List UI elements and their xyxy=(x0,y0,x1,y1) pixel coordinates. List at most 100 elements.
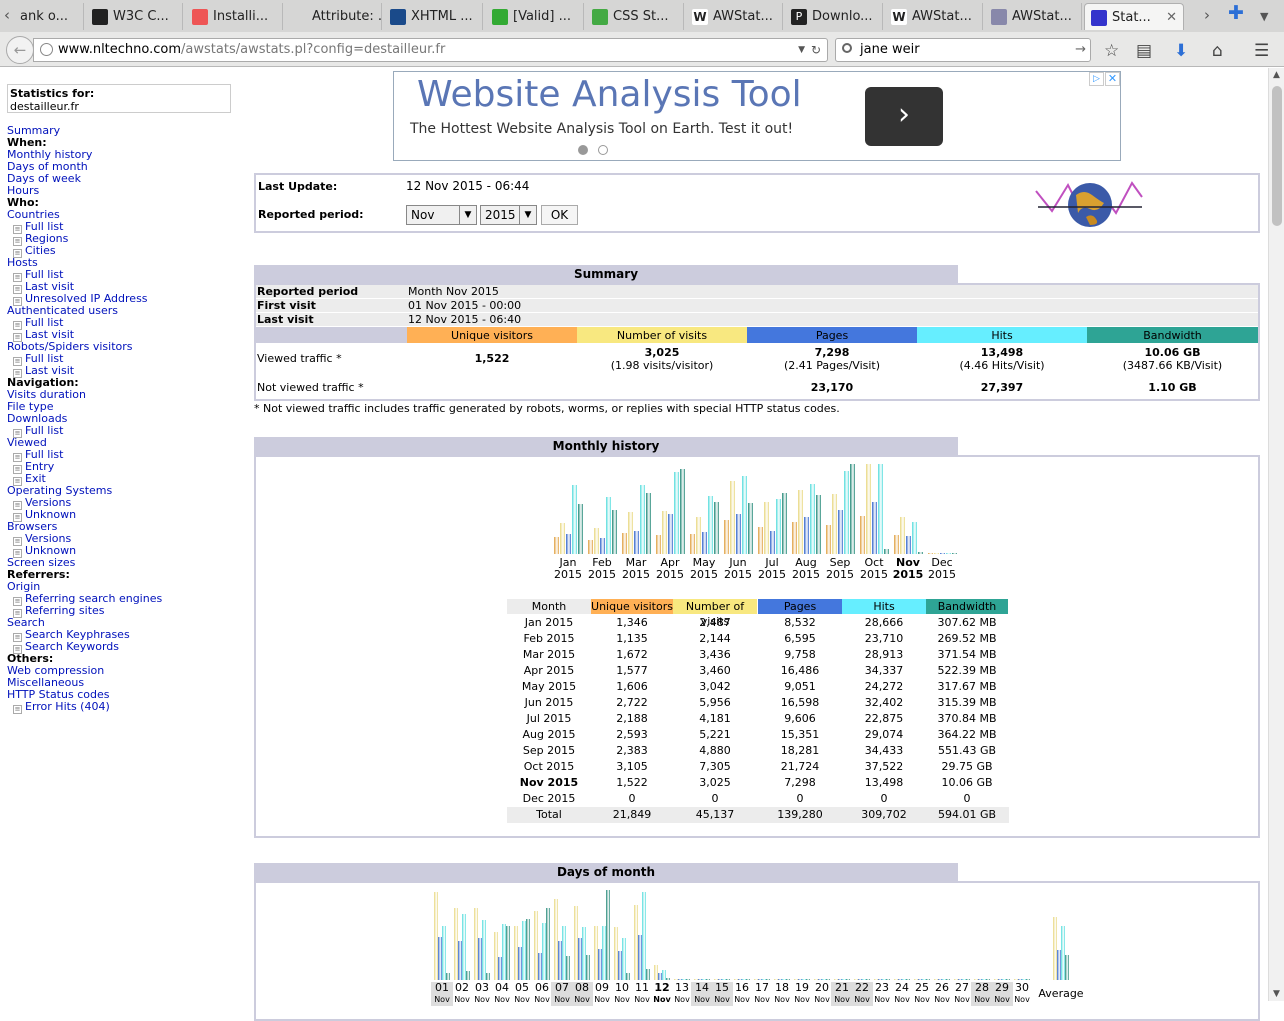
tab-12[interactable]: Stat... ✕ xyxy=(1084,3,1184,30)
scroll-down-icon[interactable]: ▼ xyxy=(1273,989,1280,999)
close-tab-icon[interactable]: ✕ xyxy=(1166,10,1177,25)
menu-link[interactable]: Full list xyxy=(25,352,64,365)
bookmark-star-icon[interactable]: ☆ xyxy=(1104,41,1120,61)
menu-item[interactable]: ≡ Exit xyxy=(7,472,237,486)
menu-link[interactable]: Full list xyxy=(25,220,64,233)
menu-item[interactable]: Downloads xyxy=(7,413,237,425)
menu-item[interactable]: ≡ Last visit xyxy=(7,280,237,294)
ok-button[interactable]: OK xyxy=(541,205,578,225)
menu-item[interactable]: ≡ Regions xyxy=(7,232,237,246)
menu-item[interactable]: Web compression xyxy=(7,665,237,677)
menu-item[interactable]: ≡ Last visit xyxy=(7,328,237,342)
menu-item[interactable]: Days of week xyxy=(7,173,237,185)
new-tab-icon[interactable]: ✚ xyxy=(1228,2,1244,24)
menu-link[interactable]: Cities xyxy=(25,244,56,257)
menu-item[interactable]: File type xyxy=(7,401,237,413)
url-bar[interactable]: www.nltechno.com/awstats/awstats.pl?conf… xyxy=(33,38,828,62)
menu-item[interactable]: Miscellaneous xyxy=(7,677,237,689)
menu-item[interactable]: Days of month xyxy=(7,161,237,173)
home-icon[interactable]: ⌂ xyxy=(1212,41,1223,61)
menu-item[interactable]: ≡ Unknown xyxy=(7,544,237,558)
menu-link[interactable]: Exit xyxy=(25,472,46,485)
menu-link[interactable]: Entry xyxy=(25,460,55,473)
menu-item[interactable]: ≡ Unresolved IP Address xyxy=(7,293,237,306)
menu-link[interactable]: Browsers xyxy=(7,520,58,533)
ad-title[interactable]: Website Analysis Tool xyxy=(417,74,802,115)
menu-item[interactable]: ≡ Search Keywords xyxy=(7,641,237,654)
menu-link[interactable]: Robots/Spiders visitors xyxy=(7,340,133,353)
menu-link[interactable]: Referring search engines xyxy=(25,592,163,605)
back-button[interactable]: ← xyxy=(6,36,34,64)
menu-link[interactable]: Operating Systems xyxy=(7,484,113,497)
menu-item[interactable]: Viewed xyxy=(7,437,237,449)
menu-item[interactable]: Hosts xyxy=(7,257,237,269)
menu-link[interactable]: Origin xyxy=(7,580,41,593)
menu-link[interactable]: Last visit xyxy=(25,364,75,377)
menu-item[interactable]: ≡ Search Keyphrases xyxy=(7,629,237,642)
page-scrollbar[interactable]: ▲ ▼ xyxy=(1268,68,1284,1001)
menu-link[interactable]: Full list xyxy=(25,268,64,281)
menu-link[interactable]: Full list xyxy=(25,316,64,329)
menu-link[interactable]: Versions xyxy=(25,496,72,509)
menu-link[interactable]: Visits duration xyxy=(7,388,86,401)
scroll-thumb[interactable] xyxy=(1272,86,1282,226)
menu-link[interactable]: Screen sizes xyxy=(7,556,76,569)
menu-item[interactable]: ≡ Full list xyxy=(7,425,237,438)
menu-item[interactable]: ≡ Entry xyxy=(7,460,237,474)
menu-item[interactable]: Visits duration xyxy=(7,389,237,401)
tab-4[interactable]: Attribute: ... xyxy=(285,3,382,30)
menu-item[interactable]: ≡ Referring sites xyxy=(7,604,237,618)
menu-link[interactable]: Last visit xyxy=(25,280,75,293)
menu-link[interactable]: Search xyxy=(7,616,45,629)
menu-item[interactable]: HTTP Status codes xyxy=(7,689,237,701)
tab-8[interactable]: W AWStat... xyxy=(686,3,783,30)
search-input[interactable]: jane weir xyxy=(860,42,920,57)
menu-item[interactable]: ≡ Referring search engines xyxy=(7,592,237,606)
tab-5[interactable]: XHTML ... xyxy=(384,3,483,30)
menu-link[interactable]: Days of week xyxy=(7,172,81,185)
menu-item[interactable]: ≡ Full list xyxy=(7,316,237,330)
menu-item[interactable]: Countries xyxy=(7,209,237,221)
tab-list-icon[interactable]: ▼ xyxy=(1260,10,1269,23)
tab-7[interactable]: CSS St... xyxy=(586,3,684,30)
tab-11[interactable]: AWStat... xyxy=(985,3,1082,30)
tab-6[interactable]: [Valid] ... xyxy=(486,3,584,30)
ad-next-button[interactable]: › xyxy=(865,87,943,146)
menu-item[interactable]: ≡ Cities xyxy=(7,244,237,258)
menu-item[interactable]: ≡ Versions xyxy=(7,532,237,546)
tab-1[interactable]: ank o... xyxy=(14,3,84,30)
menu-item[interactable]: Browsers xyxy=(7,521,237,533)
tab-10[interactable]: W AWStat... xyxy=(885,3,983,30)
menu-link[interactable]: Summary xyxy=(7,124,61,137)
ad-close-icon[interactable]: ✕ xyxy=(1105,72,1120,86)
tab-3[interactable]: Installi... xyxy=(186,3,283,30)
menu-link[interactable]: Countries xyxy=(7,208,60,221)
menu-link[interactable]: HTTP Status codes xyxy=(7,688,110,701)
menu-item[interactable]: ≡ Full list xyxy=(7,268,237,282)
menu-link[interactable]: Unknown xyxy=(25,544,77,557)
menu-link[interactable]: Regions xyxy=(25,232,69,245)
menu-link[interactable]: Unknown xyxy=(25,508,77,521)
menu-item[interactable]: ≡ Versions xyxy=(7,496,237,510)
scroll-up-icon[interactable]: ▲ xyxy=(1273,70,1280,80)
menu-link[interactable]: Web compression xyxy=(7,664,105,677)
ad-dot-active[interactable] xyxy=(578,145,588,155)
menu-link[interactable]: Error Hits (404) xyxy=(25,700,110,713)
menu-item[interactable]: Robots/Spiders visitors xyxy=(7,341,237,353)
menu-link[interactable]: Authenticated users xyxy=(7,304,118,317)
menu-link[interactable]: Versions xyxy=(25,532,72,545)
menu-link[interactable]: Full list xyxy=(25,448,64,461)
menu-item[interactable]: ≡ Full list xyxy=(7,352,237,366)
menu-link[interactable]: Monthly history xyxy=(7,148,93,161)
menu-link[interactable]: Referring sites xyxy=(25,604,105,617)
menu-link[interactable]: Miscellaneous xyxy=(7,676,85,689)
search-box[interactable]: jane weir → xyxy=(835,38,1091,62)
menu-item[interactable]: ≡ Full list xyxy=(7,220,237,234)
menu-item[interactable]: Search xyxy=(7,617,237,629)
menu-item[interactable]: ≡ Error Hits (404) xyxy=(7,700,237,714)
menu-item[interactable]: Summary xyxy=(7,125,237,137)
menu-link[interactable]: Last visit xyxy=(25,328,75,341)
menu-link[interactable]: File type xyxy=(7,400,54,413)
adchoices-icon[interactable]: ▷ xyxy=(1089,72,1104,86)
tab-2[interactable]: W3C C... xyxy=(86,3,183,30)
